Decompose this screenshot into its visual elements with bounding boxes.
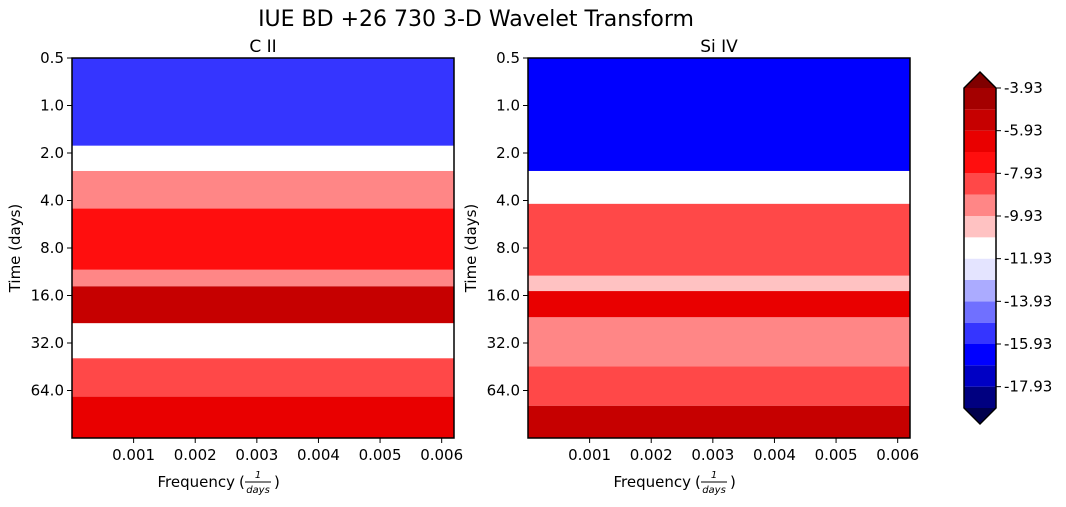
colorbar-segment	[964, 173, 996, 195]
y-tick-label: 16.0	[31, 287, 64, 305]
heatmap-field	[528, 58, 910, 438]
panel-title: Si IV	[700, 37, 738, 57]
colorbar-tick-label: -13.93	[1004, 292, 1052, 310]
colorbar-tick-label: -5.93	[1004, 122, 1043, 140]
heatmap-band	[72, 58, 454, 146]
y-tick-label: 16.0	[487, 287, 520, 305]
colorbar-tick-label: -7.93	[1004, 164, 1043, 182]
x-axis-unit-numerator: 1	[711, 470, 717, 481]
x-tick-label: 0.001	[112, 446, 155, 464]
panel-c-ii: C II 0.5 1.0 2.0 4.0 8.0 16.0 32.0 64.0 0.001 0.00…	[6, 37, 463, 496]
x-axis-unit-denominator: days	[702, 485, 726, 496]
x-tick-label: 0.006	[876, 446, 919, 464]
heatmap-band	[528, 58, 910, 171]
x-tick-label: 0.004	[297, 446, 340, 464]
colorbar-segment	[964, 216, 996, 238]
x-tick-label: 0.005	[815, 446, 858, 464]
y-axis-label: Time (days)	[6, 204, 24, 294]
heatmap-band	[72, 269, 454, 287]
y-tick-label: 0.5	[496, 49, 520, 67]
colorbar-segment	[964, 365, 996, 387]
heatmap-band	[528, 405, 910, 438]
heatmap-band	[528, 170, 910, 204]
heatmap-band	[72, 208, 454, 270]
y-axis-label: Time (days)	[462, 204, 480, 294]
colorbar-segment	[964, 130, 996, 152]
y-tick-label: 4.0	[40, 192, 64, 210]
colorbar-segment	[964, 280, 996, 302]
colorbar-segment	[964, 344, 996, 366]
x-tick-label: 0.002	[630, 446, 673, 464]
colorbar-segment	[964, 194, 996, 216]
colorbar-tick-label: -15.93	[1004, 335, 1052, 353]
y-tick-label: 0.5	[40, 49, 64, 67]
y-tick-label: 8.0	[40, 239, 64, 257]
colorbar-extend-max	[964, 72, 996, 88]
colorbar-tick-label: -3.93	[1004, 79, 1043, 97]
x-tick-label: 0.001	[568, 446, 611, 464]
x-axis-unit-numerator: 1	[255, 470, 261, 481]
colorbar-segment	[964, 109, 996, 131]
panel-si-iv: Si IV 0.5 1.0 2.0 4.0 8.0 16.0 32.0 64.0 0.001 0.0…	[462, 37, 919, 496]
heatmap-band	[72, 286, 454, 324]
y-tick-label: 1.0	[40, 97, 64, 115]
colorbar-segment	[964, 322, 996, 344]
x-axis-label: Frequency	[614, 473, 692, 491]
x-tick-label: 0.004	[753, 446, 796, 464]
x-axis-label-paren-open: (	[695, 473, 701, 491]
colorbar-tick-label: -17.93	[1004, 378, 1052, 396]
figure-title: IUE BD +26 730 3-D Wavelet Transform	[258, 7, 694, 32]
y-tick-label: 1.0	[496, 97, 520, 115]
x-axis-label-paren-close: )	[730, 473, 736, 491]
panel-title: C II	[249, 37, 276, 57]
y-tick-label: 64.0	[31, 382, 64, 400]
heatmap-band	[528, 366, 910, 406]
heatmap-band	[528, 275, 910, 292]
heatmap-band	[72, 170, 454, 209]
heatmap-band	[72, 323, 454, 359]
colorbar-tick-label: -11.93	[1004, 250, 1052, 268]
heatmap-band	[72, 396, 454, 438]
y-tick-label: 2.0	[40, 144, 64, 162]
heatmap-field	[72, 58, 454, 438]
heatmap-band	[72, 358, 454, 397]
heatmap-band	[528, 291, 910, 318]
y-tick-label: 64.0	[487, 382, 520, 400]
heatmap-band	[528, 203, 910, 276]
colorbar-segment	[964, 258, 996, 280]
colorbar-segment	[964, 301, 996, 323]
x-tick-label: 0.002	[174, 446, 217, 464]
y-tick-label: 2.0	[496, 144, 520, 162]
x-tick-label: 0.005	[359, 446, 402, 464]
x-tick-label: 0.006	[420, 446, 463, 464]
colorbar-segment	[964, 237, 996, 259]
colorbar: -3.93 -5.93 -7.93 -9.93 -11.93 -13.93 -15.93 -1…	[963, 70, 1052, 426]
y-tick-label: 8.0	[496, 239, 520, 257]
x-tick-label: 0.003	[235, 446, 278, 464]
y-tick-label: 4.0	[496, 192, 520, 210]
colorbar-segment	[964, 152, 996, 174]
x-axis-label-paren-open: (	[239, 473, 245, 491]
heatmap-band	[528, 317, 910, 367]
colorbar-extend-min	[964, 408, 996, 424]
y-tick-label: 32.0	[487, 334, 520, 352]
colorbar-segment	[964, 88, 996, 110]
x-axis-label-paren-close: )	[274, 473, 280, 491]
x-tick-label: 0.003	[691, 446, 734, 464]
x-axis-unit-denominator: days	[246, 485, 270, 496]
y-tick-label: 32.0	[31, 334, 64, 352]
colorbar-tick-label: -9.93	[1004, 207, 1043, 225]
heatmap-band	[72, 145, 454, 171]
x-axis-label: Frequency	[158, 473, 236, 491]
colorbar-segment	[964, 386, 996, 408]
